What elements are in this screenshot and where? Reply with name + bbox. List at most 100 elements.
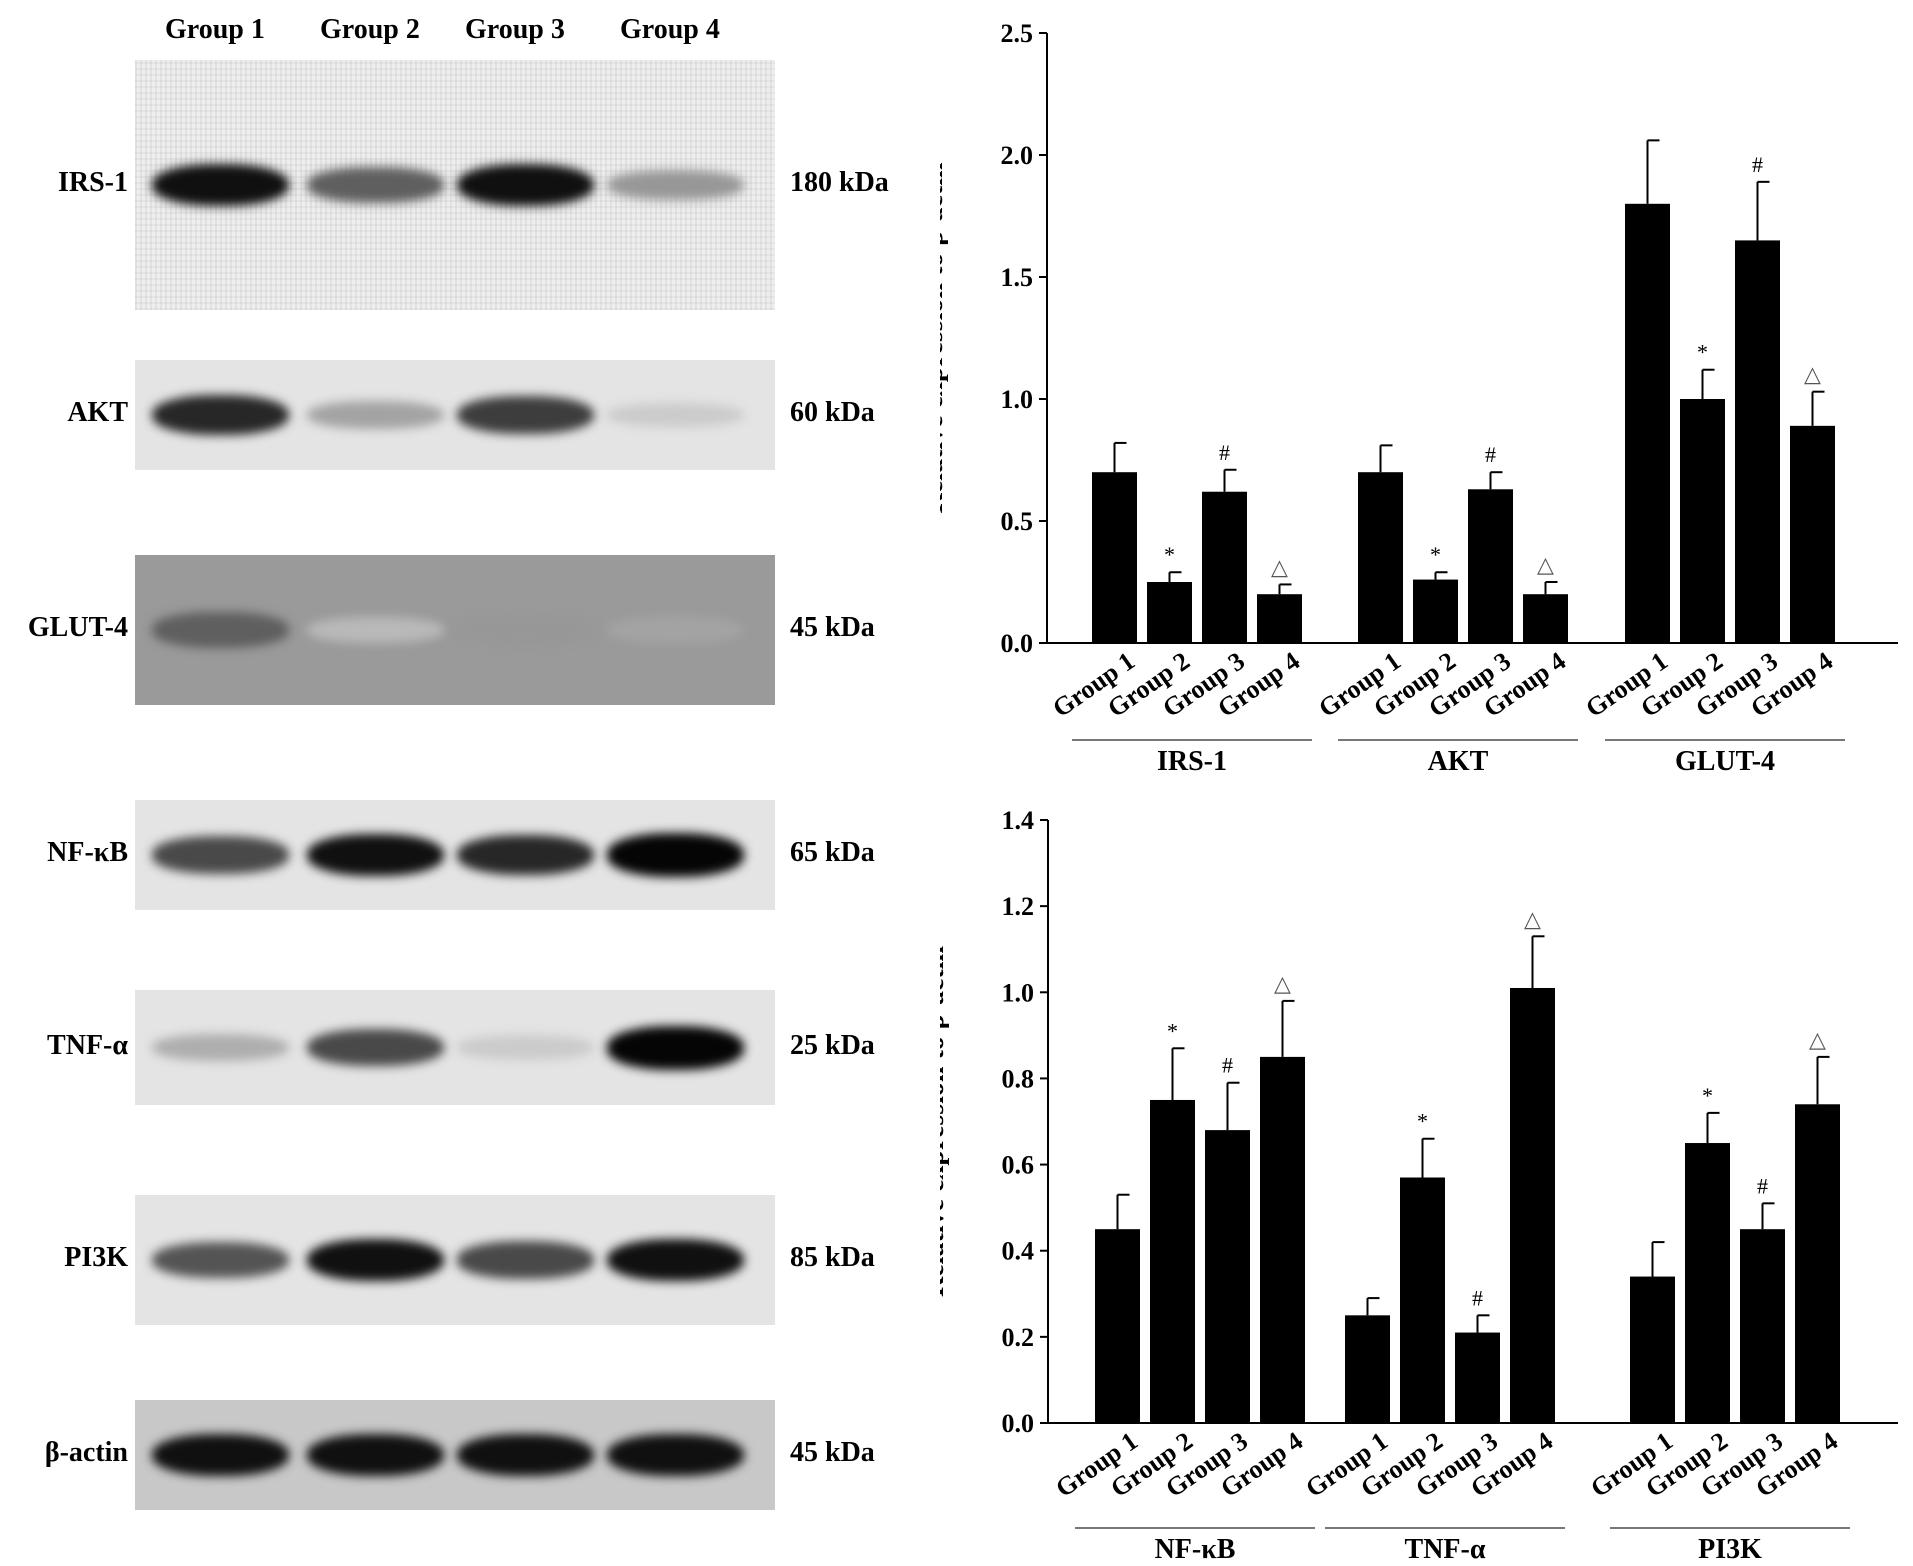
y-axis-label: Relative expression to β-actin [940, 946, 950, 1297]
significance-mark: * [1697, 340, 1708, 365]
bar [1257, 594, 1302, 643]
kda-label: 45 kDa [790, 1437, 875, 1468]
bar [1740, 1229, 1785, 1423]
bar [1092, 472, 1137, 643]
bar [1455, 1332, 1500, 1423]
kda-label: 60 kDa [790, 397, 875, 428]
blot-band [457, 834, 594, 876]
y-tick-label: 1.0 [1002, 978, 1035, 1007]
significance-mark: # [1752, 152, 1763, 177]
protein-label: PI3K [64, 1242, 128, 1273]
lane-label: Group 1 [165, 14, 265, 45]
bar [1400, 1177, 1445, 1423]
protein-label: NF-κB [47, 837, 128, 868]
y-tick-label: 0.4 [1002, 1237, 1035, 1266]
protein-label: IRS-1 [57, 167, 128, 198]
y-tick-label: 1.2 [1002, 892, 1035, 921]
kda-label: 180 kDa [790, 167, 889, 198]
blot-band [152, 836, 289, 874]
blot-band [152, 1433, 289, 1477]
blot-band [307, 1028, 444, 1067]
y-tick-label: 0.6 [1002, 1151, 1035, 1180]
protein-label: GLUT-4 [27, 612, 128, 643]
blot-band [457, 1433, 594, 1477]
significance-mark: # [1222, 1053, 1233, 1078]
y-tick-label: 0.2 [1002, 1323, 1035, 1352]
blot-band [607, 1025, 744, 1070]
kda-label: 25 kDa [790, 1029, 875, 1061]
bar [1685, 1143, 1730, 1423]
y-tick-label: 1.4 [1002, 806, 1035, 835]
blot-band [607, 402, 744, 428]
lane-label: Group 2 [320, 14, 420, 45]
group-label: AKT [1428, 746, 1489, 777]
bar [1147, 582, 1192, 643]
blot-band [307, 167, 444, 203]
blot-band [307, 1238, 444, 1282]
bar [1413, 579, 1458, 643]
bar [1630, 1276, 1675, 1423]
blot-band [607, 615, 744, 645]
blot-band [607, 1238, 744, 1282]
y-tick-label: 2.0 [1001, 141, 1034, 170]
significance-mark: * [1167, 1018, 1178, 1043]
y-tick-label: 2.5 [1001, 19, 1034, 48]
significance-mark: * [1417, 1109, 1428, 1134]
significance-mark: △ [1809, 1027, 1826, 1052]
group-label: IRS-1 [1157, 746, 1227, 777]
lane-label: Group 4 [620, 14, 720, 45]
protein-label: β-actin [44, 1437, 128, 1468]
bar [1358, 472, 1403, 643]
bar [1202, 491, 1247, 643]
bar [1468, 489, 1513, 643]
blot-band [457, 163, 594, 207]
blot-band [607, 1433, 744, 1477]
significance-mark: # [1219, 440, 1230, 465]
significance-mark: △ [1537, 552, 1554, 577]
y-tick-label: 0.8 [1002, 1064, 1035, 1093]
blot-band [607, 170, 744, 200]
blot-band [457, 1035, 594, 1060]
significance-mark: △ [1804, 362, 1821, 387]
bar [1150, 1099, 1195, 1423]
blot-band [457, 615, 594, 645]
blot-band [307, 1433, 444, 1477]
kda-label: 85 kDa [790, 1242, 875, 1273]
blot-band [152, 394, 289, 436]
significance-mark: # [1485, 442, 1496, 467]
significance-mark: △ [1524, 906, 1541, 931]
y-tick-label: 0.0 [1001, 629, 1034, 658]
bar [1345, 1315, 1390, 1423]
group-label: GLUT-4 [1675, 746, 1775, 777]
bar [1680, 399, 1725, 643]
protein-label: AKT [67, 397, 128, 428]
bar [1205, 1130, 1250, 1423]
kda-label: 65 kDa [790, 837, 875, 868]
kda-label: 45 kDa [790, 612, 875, 643]
bar [1095, 1229, 1140, 1423]
lane-label: Group 3 [465, 14, 565, 45]
group-label: NF-κB [1155, 1534, 1236, 1565]
blot-band [457, 1241, 594, 1279]
bar [1790, 425, 1835, 643]
significance-mark: * [1702, 1083, 1713, 1108]
bar [1735, 240, 1780, 643]
protein-label: TNF-α [47, 1029, 128, 1061]
blot-band [152, 1033, 289, 1062]
blot-band [152, 612, 289, 648]
blot-band [307, 833, 444, 877]
bar-chart-top: 0.0 0.5 1.0 1.5 2.0 2.5 Relative expression to… [940, 19, 1898, 777]
bar [1510, 987, 1555, 1423]
blot-band [457, 395, 594, 435]
group-label: TNF-α [1405, 1534, 1486, 1565]
y-tick-label: 1.5 [1001, 263, 1034, 292]
significance-mark: * [1164, 542, 1175, 567]
blot-band [307, 400, 444, 430]
significance-mark: △ [1274, 971, 1291, 996]
y-tick-label: 1.0 [1001, 385, 1034, 414]
y-axis-label: Relative expression to β-actin [940, 162, 949, 513]
bar-chart-bottom: 0.0 0.2 0.4 0.6 0.8 1.0 1.2 1.4 Relative express… [940, 806, 1898, 1565]
blot-band [152, 1241, 289, 1279]
bar [1523, 594, 1568, 643]
blot-band [607, 833, 744, 877]
